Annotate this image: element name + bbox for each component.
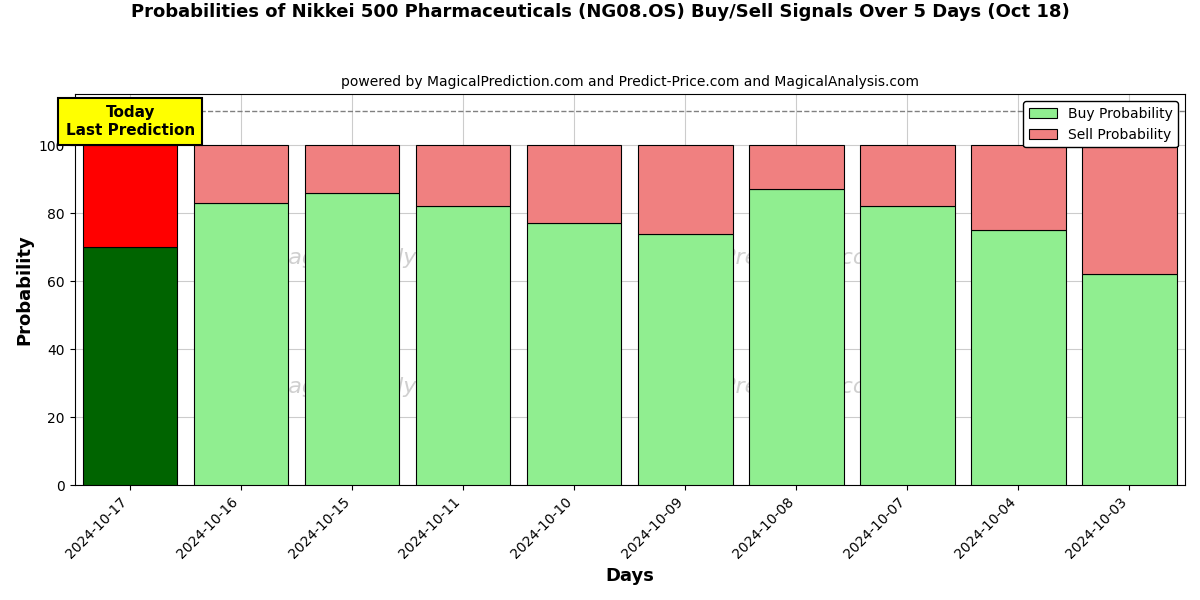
- Bar: [971, 230, 1066, 485]
- Text: MagicalAnalysis.com: MagicalAnalysis.com: [270, 377, 502, 397]
- Bar: [860, 206, 955, 485]
- Bar: [638, 233, 732, 485]
- Text: Today
Last Prediction: Today Last Prediction: [66, 106, 194, 138]
- Bar: [749, 190, 844, 485]
- Bar: [416, 206, 510, 485]
- Text: Probabilities of Nikkei 500 Pharmaceuticals (NG08.OS) Buy/Sell Signals Over 5 Da: Probabilities of Nikkei 500 Pharmaceutic…: [131, 3, 1069, 21]
- Bar: [305, 145, 400, 193]
- Bar: [416, 145, 510, 206]
- Legend: Buy Probability, Sell Probability: Buy Probability, Sell Probability: [1024, 101, 1178, 148]
- Bar: [1082, 145, 1177, 274]
- Bar: [638, 145, 732, 233]
- Bar: [860, 145, 955, 206]
- Text: MagicalPrediction.com: MagicalPrediction.com: [637, 248, 889, 268]
- Bar: [527, 223, 622, 485]
- Y-axis label: Probability: Probability: [16, 235, 34, 345]
- Bar: [749, 145, 844, 190]
- Text: MagicalAnalysis.com: MagicalAnalysis.com: [270, 248, 502, 268]
- Bar: [1082, 274, 1177, 485]
- Bar: [194, 145, 288, 203]
- Text: MagicalPrediction.com: MagicalPrediction.com: [637, 377, 889, 397]
- Title: powered by MagicalPrediction.com and Predict-Price.com and MagicalAnalysis.com: powered by MagicalPrediction.com and Pre…: [341, 75, 919, 89]
- Bar: [527, 145, 622, 223]
- Bar: [83, 145, 178, 247]
- Bar: [305, 193, 400, 485]
- Bar: [83, 247, 178, 485]
- Bar: [971, 145, 1066, 230]
- Bar: [194, 203, 288, 485]
- X-axis label: Days: Days: [605, 567, 654, 585]
